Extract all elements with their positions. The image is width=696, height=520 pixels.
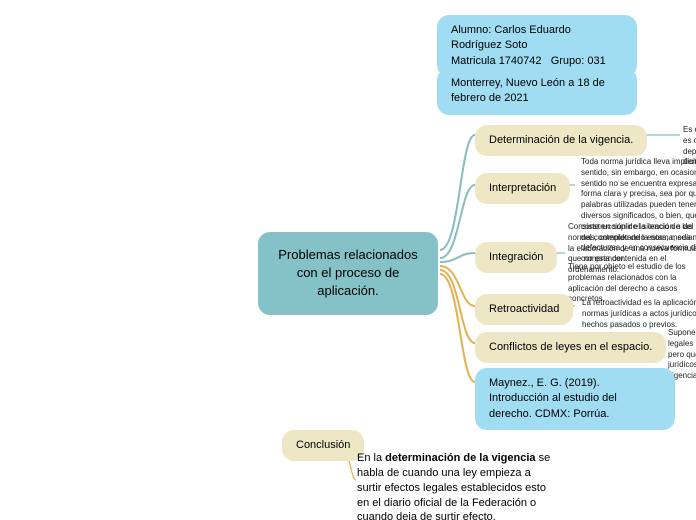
branch-conflictos-label: Conflictos de leyes en el espacio.: [489, 341, 652, 353]
branch-integracion-label: Integración: [489, 251, 543, 263]
branch-interpretacion[interactable]: Interpretación: [475, 173, 570, 204]
note-retroactividad: La retroactividad es la aplicación de no…: [582, 298, 696, 330]
branch-vigencia-label: Determinación de la vigencia.: [489, 134, 633, 146]
branch-interpretacion-label: Interpretación: [489, 182, 556, 194]
branch-retroactividad-label: Retroactividad: [489, 303, 559, 315]
branch-retroactividad[interactable]: Retroactividad: [475, 294, 573, 325]
branch-integracion[interactable]: Integración: [475, 242, 557, 273]
matricula-value: 1740742: [499, 55, 542, 67]
branch-conclusion-label: Conclusión: [296, 439, 350, 451]
grupo-value: 031: [587, 55, 605, 67]
branch-vigencia[interactable]: Determinación de la vigencia.: [475, 125, 647, 156]
branch-conclusion[interactable]: Conclusión: [282, 430, 364, 461]
grupo-label: Grupo:: [551, 55, 588, 67]
date-node: Monterrey, Nuevo León a 18 de febrero de…: [437, 68, 637, 115]
root-title: Problemas relacionados con el proceso de…: [278, 247, 417, 298]
root-node[interactable]: Problemas relacionados con el proceso de…: [258, 232, 438, 315]
branch-reference-label: Maynez., E. G. (2019). Introducción al e…: [489, 377, 617, 420]
branch-conflictos[interactable]: Conflictos de leyes en el espacio.: [475, 332, 666, 363]
conclusion-text-block: En la determinación de la vigencia se ha…: [357, 451, 557, 520]
alumno-label: Alumno:: [451, 24, 494, 36]
mindmap-canvas: Alumno: Carlos Eduardo Rodríguez Soto Ma…: [0, 0, 696, 520]
branch-reference[interactable]: Maynez., E. G. (2019). Introducción al e…: [475, 368, 675, 430]
conclusion-bold-1: determinación de la vigencia: [385, 452, 535, 464]
lugar-fecha: Monterrey, Nuevo León a 18 de febrero de…: [451, 77, 605, 104]
matricula-label: Matricula: [451, 55, 499, 67]
